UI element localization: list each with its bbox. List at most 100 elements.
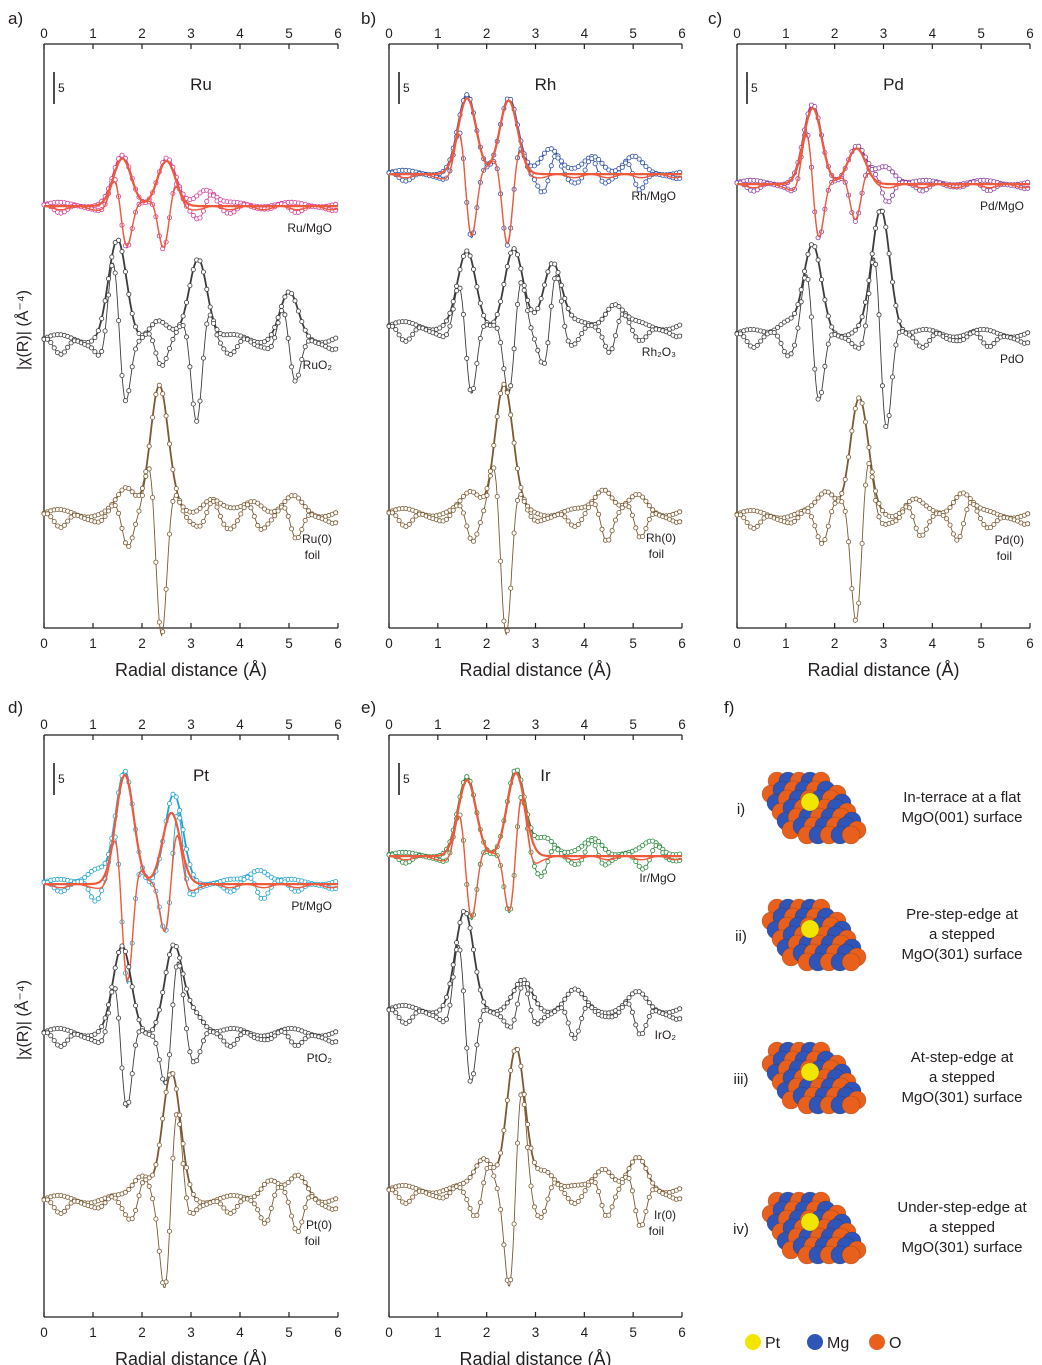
data-point (508, 994, 514, 1000)
data-point (741, 334, 747, 340)
data-point (295, 535, 301, 541)
data-point (562, 1009, 568, 1015)
data-point (967, 496, 973, 502)
data-point (160, 1076, 166, 1082)
data-point (295, 308, 301, 314)
top-tick-label: 5 (285, 717, 293, 732)
data-point (89, 894, 95, 900)
magnitude-line (388, 1046, 683, 1194)
data-point (389, 510, 395, 516)
panel-ru: 0 0 1 1 2 2 3 3 4 4 5 5 6 6 Radial distance (Å) Ru 5 Ru/M… (40, 26, 342, 680)
data-point (163, 1279, 169, 1285)
data-point (859, 541, 865, 547)
series-label: Rh₂O₃ (642, 345, 676, 359)
data-point (180, 1141, 186, 1147)
structure-item: i) In-terrace at a flat MgO(001) surface (737, 771, 1022, 845)
data-point (572, 1035, 578, 1041)
data-point (200, 1019, 206, 1025)
data-point (447, 1002, 453, 1008)
data-point (977, 516, 983, 522)
data-point (609, 346, 615, 352)
data-point (160, 319, 166, 325)
data-point (61, 522, 67, 528)
data-point (501, 1242, 507, 1248)
data-point (99, 1038, 105, 1044)
data-point (545, 269, 551, 275)
data-point (859, 400, 865, 406)
data-point (190, 872, 196, 878)
data-point (504, 390, 510, 396)
data-point (129, 311, 135, 317)
data-point (599, 526, 605, 532)
data-point (261, 506, 267, 512)
data-point (58, 1211, 64, 1217)
data-point (177, 963, 183, 969)
data-point (122, 1189, 128, 1195)
fit-imaginary-line (737, 133, 1031, 238)
data-point (515, 497, 521, 503)
data-point (944, 508, 950, 514)
data-point (552, 261, 558, 267)
data-point (616, 1009, 622, 1015)
data-point (525, 991, 531, 997)
data-point (156, 1248, 162, 1254)
data-point (153, 1040, 159, 1046)
data-point (272, 335, 278, 341)
structure-description: a stepped (929, 1069, 995, 1086)
data-point (228, 1043, 234, 1049)
data-point (575, 1028, 581, 1034)
data-point (508, 1277, 514, 1283)
data-point (876, 500, 882, 506)
data-point (988, 343, 994, 349)
data-point (819, 277, 825, 283)
data-point (737, 331, 743, 337)
data-point (194, 193, 200, 199)
data-point (873, 225, 879, 231)
data-point (95, 1029, 101, 1035)
data-point (518, 985, 524, 991)
top-tick-label: 2 (483, 717, 491, 732)
data-point (207, 304, 213, 310)
data-point (501, 281, 507, 287)
data-point (913, 525, 919, 531)
data-point (200, 519, 206, 525)
data-point (292, 1226, 298, 1232)
data-point (954, 494, 960, 500)
structure-roman: i) (737, 801, 745, 818)
data-point (558, 1186, 564, 1192)
bottom-tick-label: 1 (89, 1325, 97, 1340)
data-point (812, 523, 818, 529)
data-point (592, 836, 598, 842)
data-point (586, 841, 592, 847)
data-point (275, 508, 281, 514)
data-point (873, 261, 879, 267)
data-point (190, 1210, 196, 1216)
data-point (150, 414, 156, 420)
bottom-tick-label: 5 (285, 1325, 293, 1340)
data-point (153, 1162, 159, 1168)
bottom-tick-label: 5 (629, 1325, 637, 1340)
data-point (491, 1165, 497, 1171)
data-point (437, 1017, 443, 1023)
data-point (183, 1195, 189, 1201)
data-point (890, 279, 896, 285)
data-point (450, 974, 456, 980)
bottom-tick-label: 3 (532, 1325, 540, 1340)
data-point (498, 558, 504, 564)
data-point (498, 1150, 504, 1156)
data-point (261, 1220, 267, 1226)
data-point (619, 1180, 625, 1186)
data-point (92, 335, 98, 341)
series-label: Pt/MgO (291, 899, 332, 913)
data-point (498, 298, 504, 304)
data-point (677, 1186, 683, 1192)
data-point (525, 1121, 531, 1127)
data-point (538, 1005, 544, 1011)
data-point (515, 1140, 521, 1146)
data-point (528, 507, 534, 513)
scale-bar-label: 5 (751, 81, 758, 95)
data-point (596, 490, 602, 496)
data-point (504, 1097, 510, 1103)
data-point (795, 301, 801, 307)
data-point (869, 474, 875, 480)
